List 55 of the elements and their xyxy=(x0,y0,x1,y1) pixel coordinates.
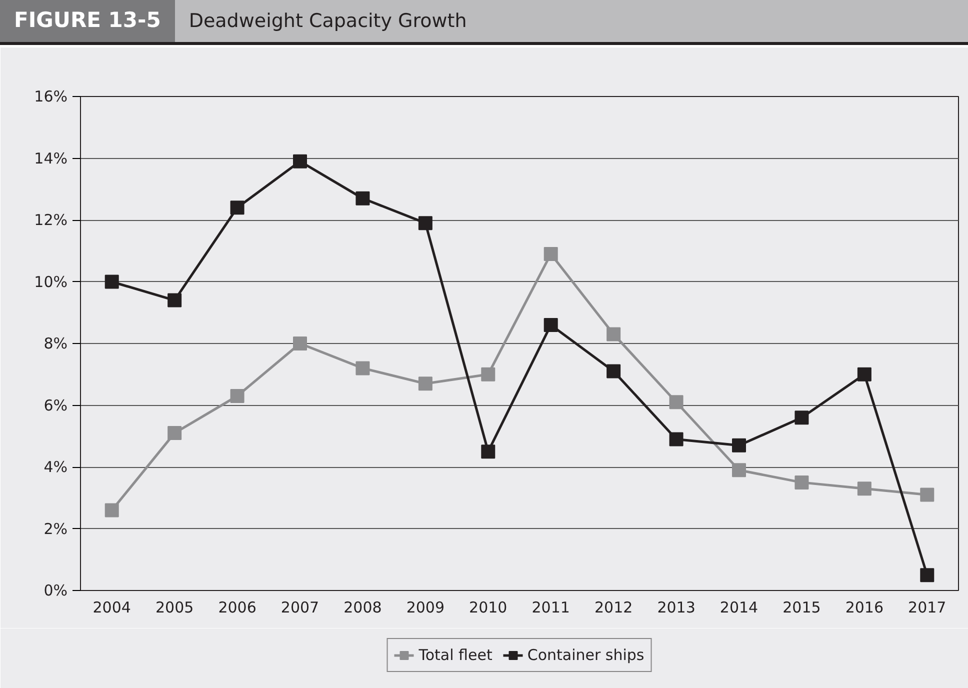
y-tick-label: 8% xyxy=(44,334,68,352)
point xyxy=(794,410,809,425)
x-tick-label: 2016 xyxy=(845,598,884,616)
y-tick-label: 4% xyxy=(44,458,68,476)
x-tick-label: 2004 xyxy=(92,598,131,616)
legend-label: Total fleet xyxy=(418,646,492,664)
x-tick-label: 2012 xyxy=(594,598,633,616)
x-tick-label: 2007 xyxy=(280,598,320,616)
point xyxy=(606,327,621,342)
point xyxy=(794,475,809,490)
point xyxy=(732,438,746,452)
point xyxy=(104,274,119,289)
x-tick-label: 2015 xyxy=(782,598,821,616)
chart-title: Deadweight Capacity Growth xyxy=(188,9,468,34)
point xyxy=(418,376,432,391)
y-tick-label: 0% xyxy=(44,582,68,600)
y-tick-label: 6% xyxy=(44,396,68,414)
point xyxy=(418,216,432,230)
x-tick-label: 2014 xyxy=(720,598,758,616)
point xyxy=(732,463,746,478)
point xyxy=(669,432,684,446)
x-tick-label: 2008 xyxy=(344,598,382,616)
point xyxy=(857,367,872,382)
point xyxy=(168,426,182,440)
y-tick-label: 12% xyxy=(34,211,68,229)
point xyxy=(606,364,621,378)
point xyxy=(544,246,558,261)
point xyxy=(481,367,496,382)
point xyxy=(230,388,244,403)
y-tick-label: 10% xyxy=(34,272,68,291)
point xyxy=(293,336,307,350)
y-tick-label: 16% xyxy=(34,88,68,106)
x-tick-label: 2009 xyxy=(406,598,445,616)
point xyxy=(544,318,558,332)
y-tick-label: 14% xyxy=(34,149,68,168)
point xyxy=(920,568,934,582)
point xyxy=(230,200,244,215)
point xyxy=(356,191,370,206)
point xyxy=(168,293,182,308)
point xyxy=(481,444,496,459)
x-tick-label: 2011 xyxy=(532,598,570,616)
point xyxy=(293,154,307,168)
caption: FIGURE 13-5 xyxy=(0,0,175,42)
legend-label: Container ships xyxy=(527,646,644,664)
x-tick-label: 2013 xyxy=(657,598,696,616)
x-tick-label: 2010 xyxy=(469,598,508,616)
x-tick-label: 2017 xyxy=(908,598,946,616)
point xyxy=(104,503,119,518)
point xyxy=(857,482,872,496)
point xyxy=(356,361,370,376)
y-tick-label: 2% xyxy=(44,520,68,538)
x-tick-label: 2006 xyxy=(218,598,256,616)
x-tick-label: 2005 xyxy=(155,598,194,616)
point xyxy=(669,395,684,410)
point xyxy=(920,488,934,502)
